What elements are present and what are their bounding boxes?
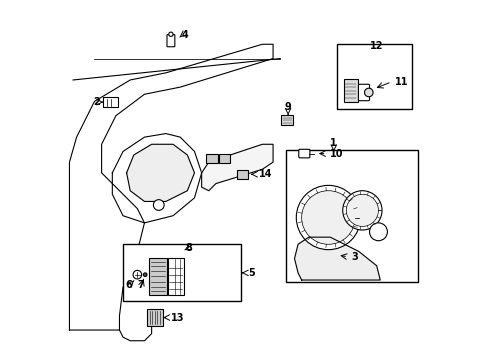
Circle shape: [153, 200, 164, 210]
Text: 11: 11: [394, 77, 407, 87]
Text: 3: 3: [351, 252, 358, 262]
Text: 5: 5: [247, 268, 254, 278]
Text: 10: 10: [329, 149, 343, 158]
Text: 7: 7: [137, 280, 144, 290]
FancyBboxPatch shape: [166, 35, 175, 47]
FancyBboxPatch shape: [343, 79, 357, 102]
Circle shape: [168, 32, 173, 36]
Text: 12: 12: [369, 41, 383, 51]
Bar: [123, 244, 241, 301]
FancyBboxPatch shape: [298, 149, 309, 158]
Text: 9: 9: [284, 102, 291, 112]
Text: 2: 2: [93, 97, 100, 107]
Text: 6: 6: [125, 280, 131, 290]
FancyBboxPatch shape: [281, 115, 293, 125]
Text: 13: 13: [171, 312, 184, 323]
FancyBboxPatch shape: [147, 309, 163, 326]
Text: 1: 1: [330, 138, 337, 148]
FancyBboxPatch shape: [285, 150, 417, 282]
Circle shape: [364, 88, 372, 97]
FancyBboxPatch shape: [236, 170, 247, 179]
Polygon shape: [126, 144, 194, 202]
Polygon shape: [294, 237, 380, 280]
Text: 14: 14: [258, 169, 272, 179]
Circle shape: [342, 191, 381, 230]
Bar: [337, 44, 411, 109]
FancyBboxPatch shape: [148, 257, 166, 296]
Text: 4: 4: [182, 30, 188, 40]
Circle shape: [143, 273, 147, 276]
Circle shape: [369, 223, 386, 241]
FancyBboxPatch shape: [206, 154, 217, 163]
Circle shape: [296, 185, 360, 249]
FancyBboxPatch shape: [358, 84, 369, 101]
Circle shape: [133, 270, 142, 279]
Text: 8: 8: [185, 243, 192, 253]
Circle shape: [301, 191, 354, 244]
Polygon shape: [201, 144, 272, 191]
FancyBboxPatch shape: [167, 257, 184, 296]
FancyBboxPatch shape: [102, 97, 118, 108]
Circle shape: [346, 194, 378, 226]
Polygon shape: [69, 44, 272, 330]
FancyBboxPatch shape: [218, 154, 230, 163]
